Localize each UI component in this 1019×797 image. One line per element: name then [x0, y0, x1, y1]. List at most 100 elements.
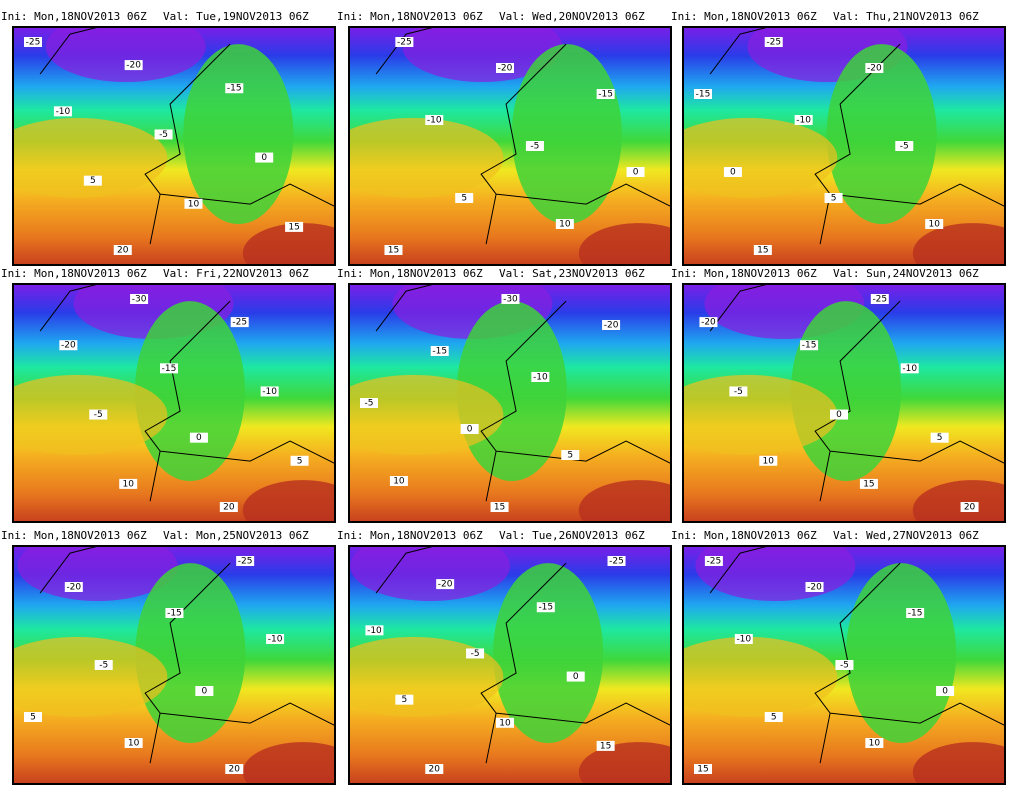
warm-pool — [349, 374, 504, 455]
label-box — [119, 478, 138, 489]
label-box — [365, 625, 384, 636]
contour-label: 5 — [567, 451, 573, 461]
label-box — [236, 556, 255, 566]
label-box — [805, 582, 824, 592]
warm-pool — [683, 374, 838, 455]
contour-label: -5 — [94, 410, 103, 420]
contour-label: -25 — [397, 38, 412, 48]
contour-label: -20 — [126, 61, 141, 71]
hot-area — [912, 742, 1005, 784]
label-box — [830, 409, 848, 420]
contour-label: 0 — [261, 153, 267, 163]
warm-pool — [13, 117, 168, 198]
contour-label: -15 — [227, 84, 242, 94]
init-time: Ini: Mon,18NOV2013 06Z — [671, 529, 817, 542]
init-time: Ini: Mon,18NOV2013 06Z — [337, 267, 483, 280]
label-box — [94, 660, 113, 670]
map-panel: Ini: Mon,18NOV2013 06Z Val: Tue,19NOV2013… — [1, 10, 336, 266]
warm-pool — [683, 636, 838, 717]
cold-pool — [402, 27, 563, 82]
contour-label: 10 — [188, 199, 200, 209]
contour-label: -20 — [66, 583, 81, 593]
map-field: -25 -20 -15 -10 -5 0 5 10 15 — [683, 546, 1005, 784]
map-panel: Ini: Mon,18NOV2013 06Z Val: Thu,21NOV2013… — [671, 10, 1006, 266]
map-field: -25 -20 -15 -10 -5 0 5 10 20 — [13, 546, 335, 784]
contour-label: 10 — [393, 477, 405, 487]
label-box — [89, 409, 108, 420]
contour-label: 5 — [461, 194, 467, 204]
label-box — [900, 363, 919, 374]
label-box — [895, 141, 914, 151]
init-time: Ini: Mon,18NOV2013 06Z — [337, 10, 483, 23]
hot-area — [578, 480, 671, 522]
contour-label: -20 — [807, 583, 822, 593]
label-box — [24, 712, 42, 722]
hot-area — [242, 223, 335, 265]
contour-label: -20 — [61, 341, 76, 351]
hot-area — [242, 480, 335, 522]
init-time: Ini: Mon,18NOV2013 06Z — [671, 267, 817, 280]
contour-label: -10 — [533, 373, 548, 383]
contour-label: -15 — [432, 347, 447, 357]
contour-label: 15 — [288, 222, 299, 232]
hot-area — [912, 223, 1005, 265]
cold-tongue — [493, 563, 604, 744]
label-box — [189, 432, 208, 443]
hot-area — [578, 742, 671, 784]
map-frame — [682, 26, 1006, 266]
map-panel: Ini: Mon,18NOV2013 06Z Val: Sat,23NOV2013… — [337, 267, 672, 523]
label-box — [835, 660, 854, 670]
contour-label: 10 — [869, 739, 881, 749]
label-box — [83, 175, 102, 186]
contour-label: 20 — [229, 765, 241, 775]
contour-label: 0 — [942, 687, 948, 697]
contour-label: -15 — [167, 609, 182, 619]
contour-label: -5 — [365, 399, 374, 409]
cold-tongue — [183, 44, 294, 225]
label-box — [596, 740, 615, 751]
label-box — [290, 455, 309, 466]
map-field: -30 -25 -20 -15 -10 -5 0 5 10 20 — [13, 284, 335, 522]
contour-label: -15 — [908, 609, 923, 619]
contour-label: 20 — [964, 503, 976, 513]
contour-label: 10 — [128, 739, 140, 749]
contour-label: 10 — [499, 718, 511, 728]
contour-label: -25 — [872, 295, 887, 305]
label-box — [536, 602, 555, 613]
label-box — [455, 193, 474, 203]
contour-label: 0 — [467, 425, 473, 435]
label-box — [525, 141, 544, 151]
contour-label: 5 — [771, 713, 777, 723]
valid-time: Val: Tue,19NOV2013 06Z — [163, 10, 309, 23]
valid-time: Val: Wed,27NOV2013 06Z — [833, 529, 979, 542]
label-box — [285, 221, 304, 232]
label-box — [596, 89, 615, 99]
contour-label: 5 — [297, 456, 303, 466]
init-time: Ini: Mon,18NOV2013 06Z — [1, 529, 147, 542]
map-frame — [682, 283, 1006, 523]
warm-pool — [13, 636, 168, 717]
cold-tongue — [511, 44, 622, 225]
contour-label: 0 — [196, 433, 202, 443]
label-box — [59, 340, 78, 351]
contour-label: -10 — [56, 107, 71, 117]
contour-label: -10 — [367, 626, 382, 636]
contour-label: 0 — [573, 672, 579, 682]
contour-label: -10 — [268, 635, 283, 645]
contour-label: -10 — [796, 116, 811, 126]
map-frame — [348, 545, 672, 785]
init-time: Ini: Mon,18NOV2013 06Z — [671, 10, 817, 23]
label-box — [425, 115, 444, 125]
map-frame — [348, 26, 672, 266]
label-box — [555, 219, 574, 229]
contour-label: -20 — [867, 64, 882, 74]
contour-label: -5 — [99, 661, 108, 671]
hot-area — [912, 480, 1005, 522]
cold-tongue — [134, 301, 245, 482]
label-box — [824, 193, 843, 203]
map-frame — [12, 26, 336, 266]
contour-label: 0 — [201, 687, 207, 697]
label-box — [734, 634, 753, 644]
contour-label: -5 — [471, 649, 480, 659]
label-box — [64, 582, 83, 592]
